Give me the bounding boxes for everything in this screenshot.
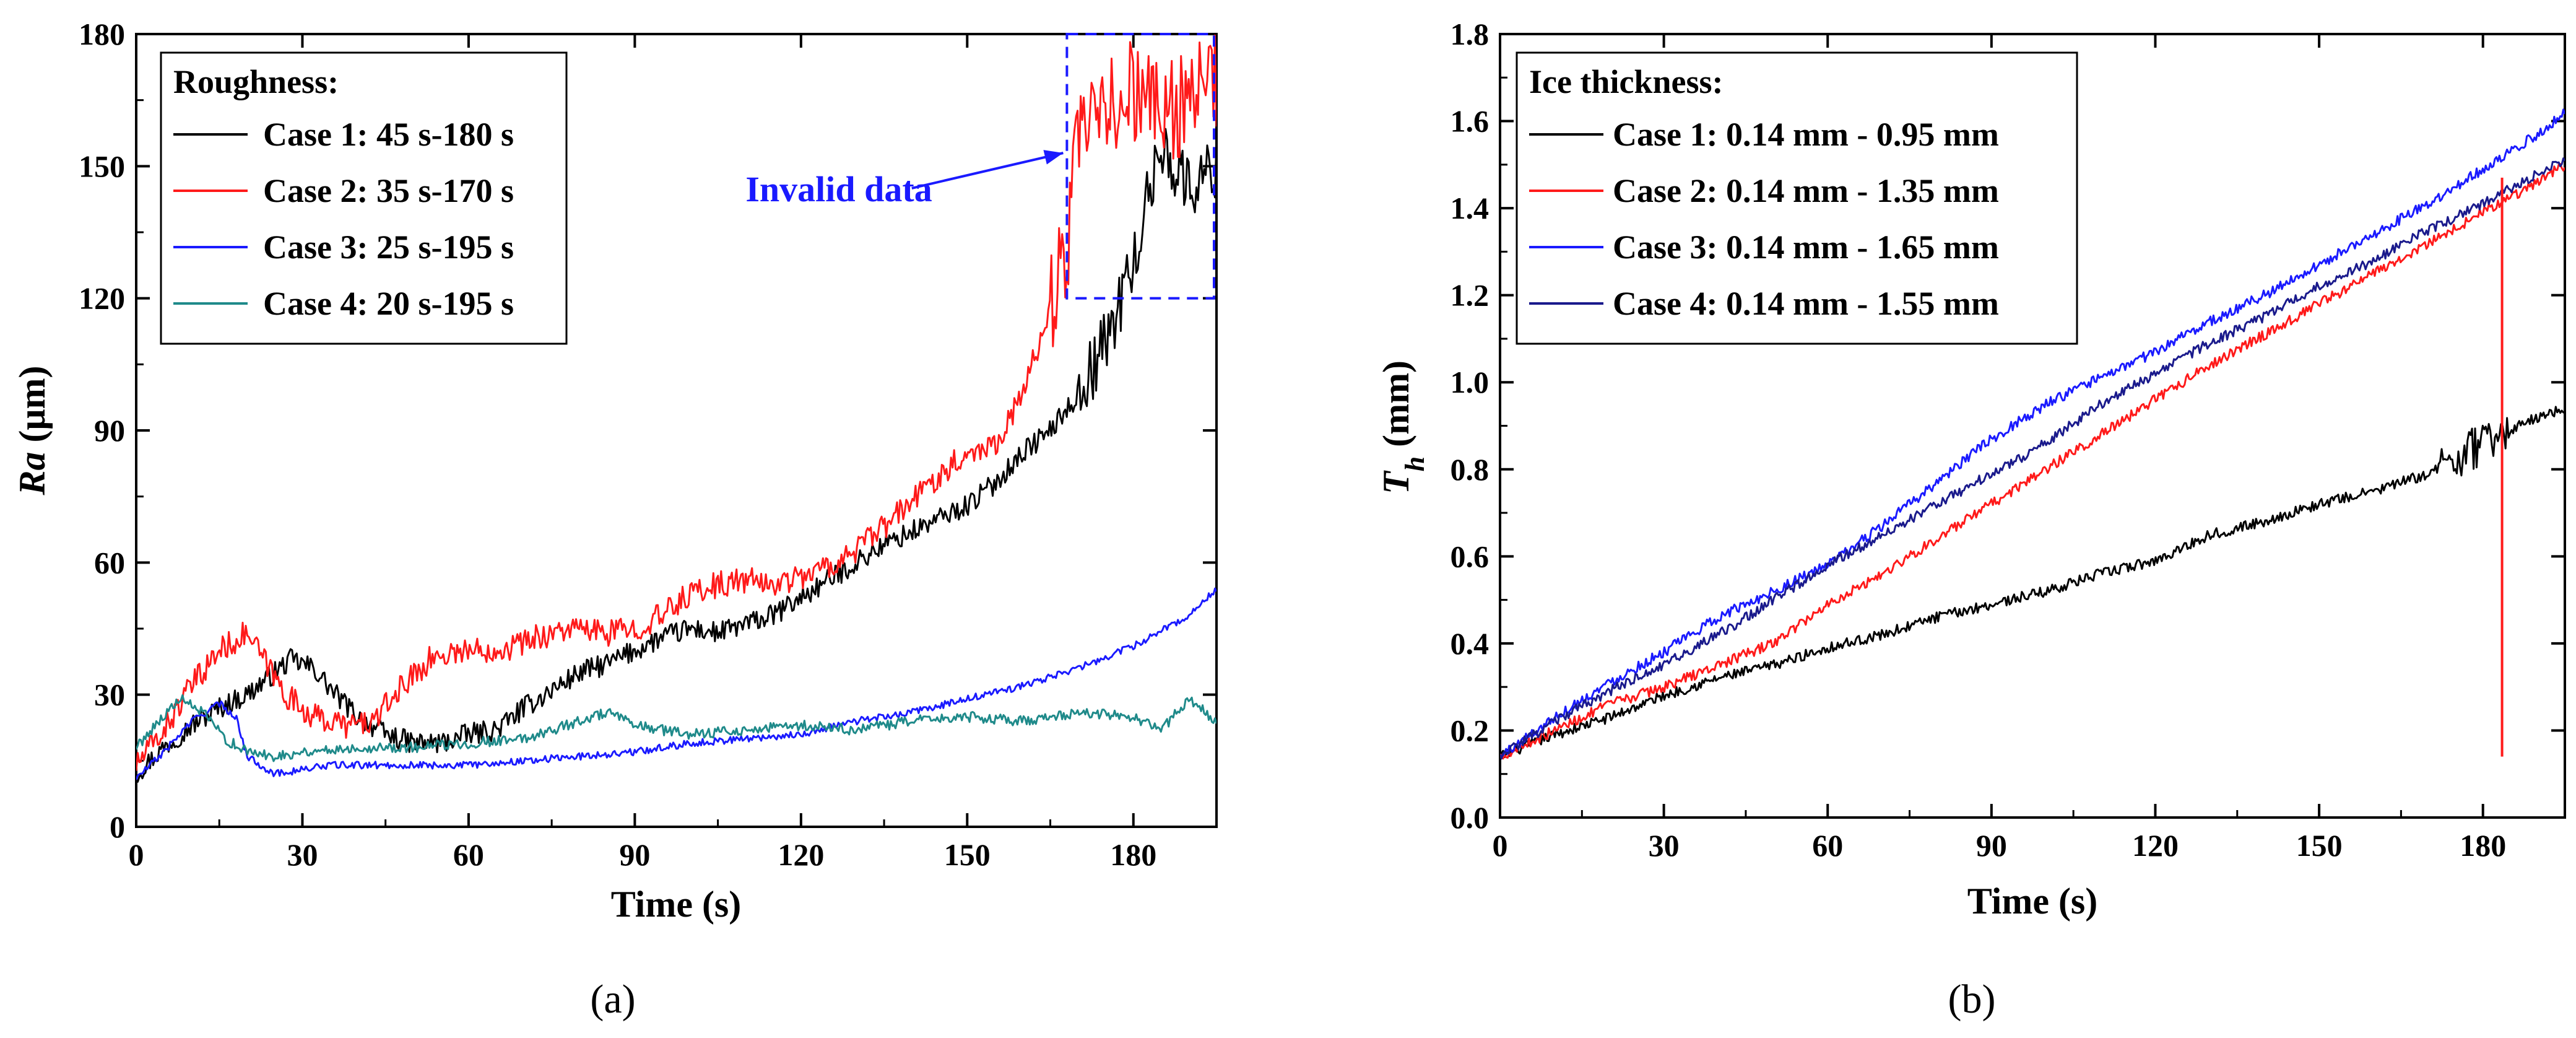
panel-b-ticks: 0 30 60 90 120 150 180 0.0 0.2 0.4 0.6 0.8 1.0 1.2 1.4…: [1451, 17, 2566, 863]
panel-a-ticks: 0 30 60 90 120 150 180 0 30 60 90 120 150 180: [79, 17, 1218, 872]
x-tick-label: 150: [944, 837, 991, 872]
legend-label-case-2: Case 2: 35 s-170 s: [263, 172, 514, 209]
panel-b-ylabel-symbol: T: [1376, 470, 1416, 494]
panel-a-ylabel-symbol: Ra: [12, 451, 53, 495]
series-line-case-4: [1500, 157, 2565, 760]
legend-label-case-4: Case 4: 20 s-195 s: [263, 285, 514, 322]
series-line-case-1: [136, 128, 1216, 783]
invalid-data-arrow: [911, 152, 1064, 190]
panel-a-xlabel: Time (s): [611, 884, 742, 925]
panel-b-series-group: [1500, 108, 2565, 760]
legend-label-case-1: Case 1: 0.14 mm - 0.95 mm: [1613, 116, 1999, 153]
panel-a-roughness-chart: 0 30 60 90 120 150 180 0 30 60 90 120 150 180 Invalid…: [12, 17, 1218, 1022]
y-tick-label: 0.2: [1451, 713, 1490, 748]
y-tick-label: 30: [94, 678, 125, 712]
y-tick-label: 0.8: [1451, 452, 1490, 487]
x-tick-label: 120: [778, 837, 824, 872]
panel-a-series-group: [136, 34, 1216, 783]
x-tick-label: 0: [1493, 828, 1508, 863]
panel-a-legend-title: Roughness:: [173, 63, 339, 100]
series-line-case-4: [136, 694, 1216, 762]
panel-a-legend: Roughness: Case 1: 45 s-180 s Case 2: 35 …: [160, 51, 568, 345]
legend-label-case-1: Case 1: 45 s-180 s: [263, 116, 514, 153]
x-tick-label: 60: [453, 837, 484, 872]
x-tick-label: 60: [1812, 828, 1843, 863]
y-tick-label: 1.6: [1451, 104, 1490, 139]
y-tick-label: 1.2: [1451, 278, 1490, 313]
x-tick-label: 180: [1110, 837, 1156, 872]
y-tick-label: 0: [110, 809, 125, 844]
panel-a-caption: (a): [590, 977, 635, 1022]
legend-label-case-4: Case 4: 0.14 mm - 1.55 mm: [1613, 285, 1999, 322]
y-tick-label: 0.4: [1451, 626, 1490, 661]
panel-b-legend-title: Ice thickness:: [1529, 63, 1723, 100]
x-tick-label: 120: [2132, 828, 2179, 863]
series-line-case-3: [1500, 108, 2565, 757]
y-tick-label: 1.0: [1451, 365, 1490, 399]
panel-b-ylabel-subscript: h: [1400, 456, 1430, 471]
panel-b-xlabel: Time (s): [1967, 881, 2098, 922]
series-line-case-3: [136, 587, 1216, 780]
panel-a-ylabel: Ra (μm): [12, 366, 53, 496]
x-tick-label: 180: [2460, 828, 2506, 863]
series-line-case-1: [1500, 406, 2565, 758]
y-tick-label: 60: [94, 545, 125, 580]
series-line-case-2: [136, 34, 1216, 771]
invalid-data-label: Invalid data: [745, 169, 932, 209]
y-tick-label: 180: [79, 17, 125, 51]
panel-a-ylabel-unit: (μm): [12, 366, 53, 452]
panel-b-ice-thickness-chart: 0 30 60 90 120 150 180 0.0 0.2 0.4 0.6 0.8 1.0 1.2 1.4…: [1376, 17, 2566, 1022]
invalid-data-region-box: [1065, 33, 1216, 300]
y-tick-label: 150: [79, 149, 125, 183]
panel-a-legend-box: [160, 51, 568, 345]
legend-label-case-3: Case 3: 25 s-195 s: [263, 229, 514, 266]
x-tick-label: 0: [129, 837, 144, 872]
y-tick-label: 1.8: [1451, 17, 1490, 51]
y-tick-label: 1.4: [1451, 191, 1490, 225]
legend-label-case-3: Case 3: 0.14 mm - 1.65 mm: [1613, 229, 1999, 266]
panel-b-ylabel: Th (mm): [1376, 360, 1430, 494]
series-line-case-2: [1500, 163, 2565, 760]
legend-label-case-2: Case 2: 0.14 mm - 1.35 mm: [1613, 172, 1999, 209]
y-tick-label: 120: [79, 281, 125, 316]
y-tick-label: 0.0: [1451, 800, 1490, 835]
panel-a-invalid-region: Invalid data: [745, 33, 1216, 300]
panel-b-legend: Ice thickness: Case 1: 0.14 mm - 0.95 mm…: [1516, 51, 2078, 345]
x-tick-label: 30: [287, 837, 318, 872]
panel-b-legend-box: [1516, 51, 2078, 345]
x-tick-label: 150: [2296, 828, 2343, 863]
panel-b-caption: (b): [1948, 977, 1996, 1022]
invalid-data-arrowhead: [1043, 150, 1064, 165]
x-tick-label: 30: [1649, 828, 1680, 863]
panel-b-ylabel-unit: (mm): [1376, 360, 1416, 456]
x-tick-label: 90: [1976, 828, 2007, 863]
x-tick-label: 90: [619, 837, 650, 872]
y-tick-label: 90: [94, 413, 125, 448]
y-tick-label: 0.6: [1451, 539, 1490, 574]
